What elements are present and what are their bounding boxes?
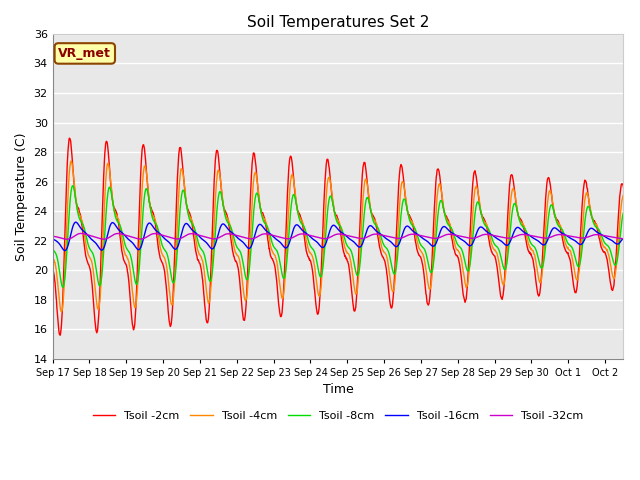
Line: Tsoil -32cm: Tsoil -32cm xyxy=(52,233,623,239)
Tsoil -16cm xyxy=(382,236,390,241)
Tsoil -4cm xyxy=(406,216,413,222)
Tsoil -8cm xyxy=(59,284,67,290)
Tsoil -2cm xyxy=(61,229,68,235)
Tsoil -16cm xyxy=(49,237,56,242)
Tsoil -8cm xyxy=(68,183,76,189)
Y-axis label: Soil Temperature (C): Soil Temperature (C) xyxy=(15,132,28,261)
Tsoil -2cm xyxy=(406,213,413,219)
Tsoil -8cm xyxy=(382,245,390,251)
Tsoil -16cm xyxy=(560,231,568,237)
Tsoil -8cm xyxy=(61,274,68,280)
Tsoil -32cm xyxy=(406,232,413,238)
Tsoil -8cm xyxy=(560,231,568,237)
Tsoil -32cm xyxy=(116,231,124,237)
Tsoil -32cm xyxy=(560,232,568,238)
Tsoil -2cm xyxy=(382,264,390,270)
Line: Tsoil -16cm: Tsoil -16cm xyxy=(52,222,623,251)
Tsoil -32cm xyxy=(61,236,68,242)
Tsoil -8cm xyxy=(314,262,321,267)
Tsoil -2cm xyxy=(560,243,568,249)
Title: Soil Temperatures Set 2: Soil Temperatures Set 2 xyxy=(247,15,429,30)
Tsoil -4cm xyxy=(61,267,68,273)
Text: VR_met: VR_met xyxy=(58,47,111,60)
Tsoil -2cm xyxy=(116,228,124,234)
Tsoil -2cm xyxy=(49,264,56,270)
Tsoil -16cm xyxy=(620,236,627,241)
Tsoil -32cm xyxy=(314,234,321,240)
Tsoil -4cm xyxy=(58,309,65,314)
Tsoil -4cm xyxy=(314,286,321,292)
Tsoil -32cm xyxy=(77,230,85,236)
Tsoil -32cm xyxy=(382,233,390,239)
Tsoil -32cm xyxy=(620,236,627,241)
Line: Tsoil -8cm: Tsoil -8cm xyxy=(52,186,623,287)
Tsoil -4cm xyxy=(620,192,627,198)
Tsoil -8cm xyxy=(116,221,124,227)
Tsoil -4cm xyxy=(560,236,568,242)
Tsoil -2cm xyxy=(56,332,64,338)
Tsoil -2cm xyxy=(66,135,74,141)
Tsoil -16cm xyxy=(314,240,321,245)
Tsoil -4cm xyxy=(67,158,74,164)
Tsoil -8cm xyxy=(49,247,56,252)
Tsoil -16cm xyxy=(406,225,413,231)
Tsoil -2cm xyxy=(314,311,321,317)
X-axis label: Time: Time xyxy=(323,384,353,396)
Tsoil -4cm xyxy=(116,221,124,227)
Tsoil -2cm xyxy=(620,184,627,190)
Tsoil -32cm xyxy=(63,236,70,242)
Line: Tsoil -4cm: Tsoil -4cm xyxy=(52,161,623,312)
Line: Tsoil -2cm: Tsoil -2cm xyxy=(52,138,623,335)
Tsoil -16cm xyxy=(116,228,124,233)
Tsoil -16cm xyxy=(61,248,68,253)
Tsoil -8cm xyxy=(620,210,627,216)
Legend: Tsoil -2cm, Tsoil -4cm, Tsoil -8cm, Tsoil -16cm, Tsoil -32cm: Tsoil -2cm, Tsoil -4cm, Tsoil -8cm, Tsoi… xyxy=(88,407,588,426)
Tsoil -8cm xyxy=(406,218,413,224)
Tsoil -4cm xyxy=(49,254,56,260)
Tsoil -4cm xyxy=(382,252,390,258)
Tsoil -32cm xyxy=(49,234,56,240)
Tsoil -16cm xyxy=(61,248,68,253)
Tsoil -16cm xyxy=(72,219,79,225)
